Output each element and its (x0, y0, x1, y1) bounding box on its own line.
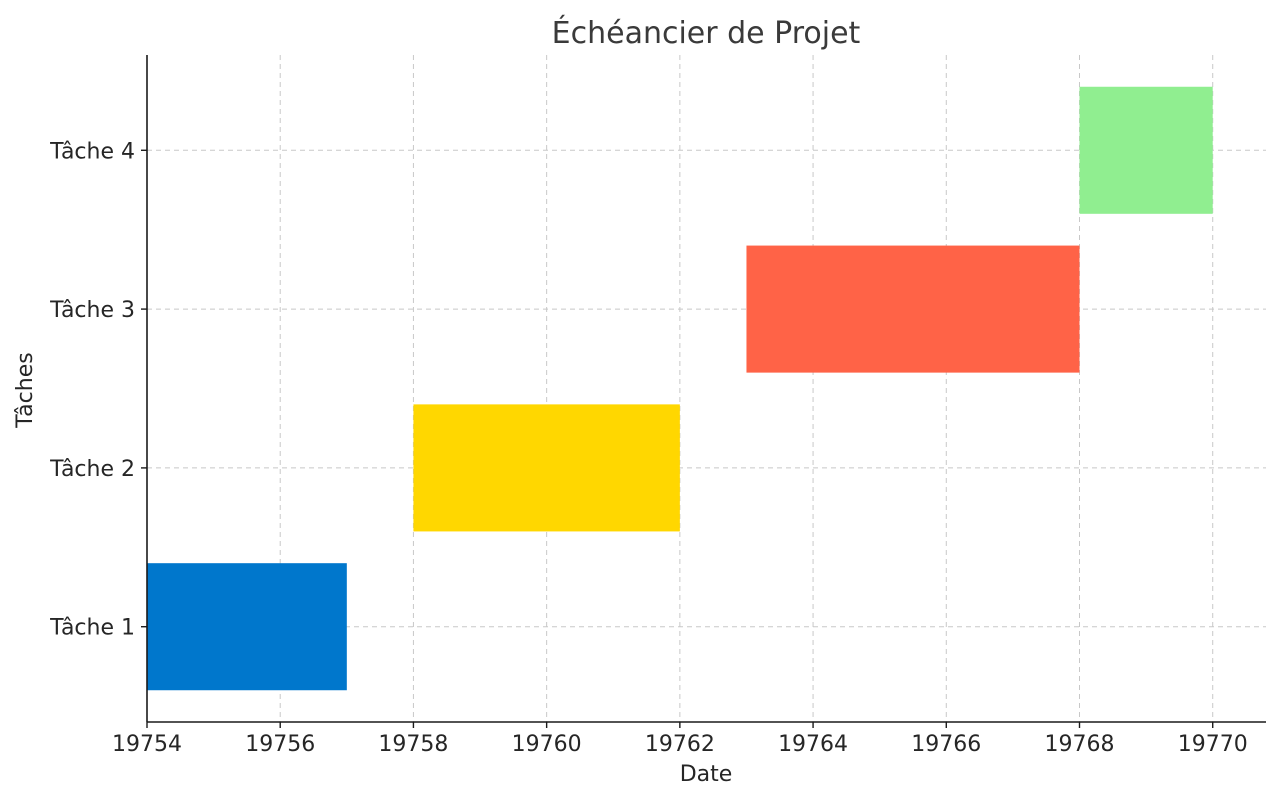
y-tick-label: Tâche 3 (49, 298, 135, 323)
y-axis-label: Tâches (13, 352, 38, 428)
bar-layer (147, 86, 1213, 691)
y-tick-label: Tâche 1 (49, 616, 135, 641)
x-tick-label: 19764 (778, 732, 848, 757)
bar-t-che-4 (1079, 86, 1213, 214)
x-tick-label: 19758 (378, 732, 448, 757)
bar-t-che-3 (746, 245, 1080, 373)
x-tick-label: 19766 (911, 732, 981, 757)
x-tick-label: 19770 (1178, 732, 1248, 757)
tick-layer: 19754 19756 19758 19760 19762 19764 19766 19768… (49, 139, 1248, 757)
x-tick-label: 19756 (245, 732, 315, 757)
chart-title: Échéancier de Projet (552, 15, 861, 51)
x-axis-label: Date (680, 762, 733, 787)
x-tick-label: 19762 (645, 732, 715, 757)
y-tick-label: Tâche 4 (49, 139, 135, 164)
bar-t-che-1 (147, 563, 347, 691)
bar-t-che-2 (413, 404, 680, 532)
y-tick-label: Tâche 2 (49, 457, 135, 482)
x-tick-label: 19768 (1045, 732, 1115, 757)
x-tick-label: 19760 (512, 732, 582, 757)
x-tick-label: 19754 (112, 732, 182, 757)
